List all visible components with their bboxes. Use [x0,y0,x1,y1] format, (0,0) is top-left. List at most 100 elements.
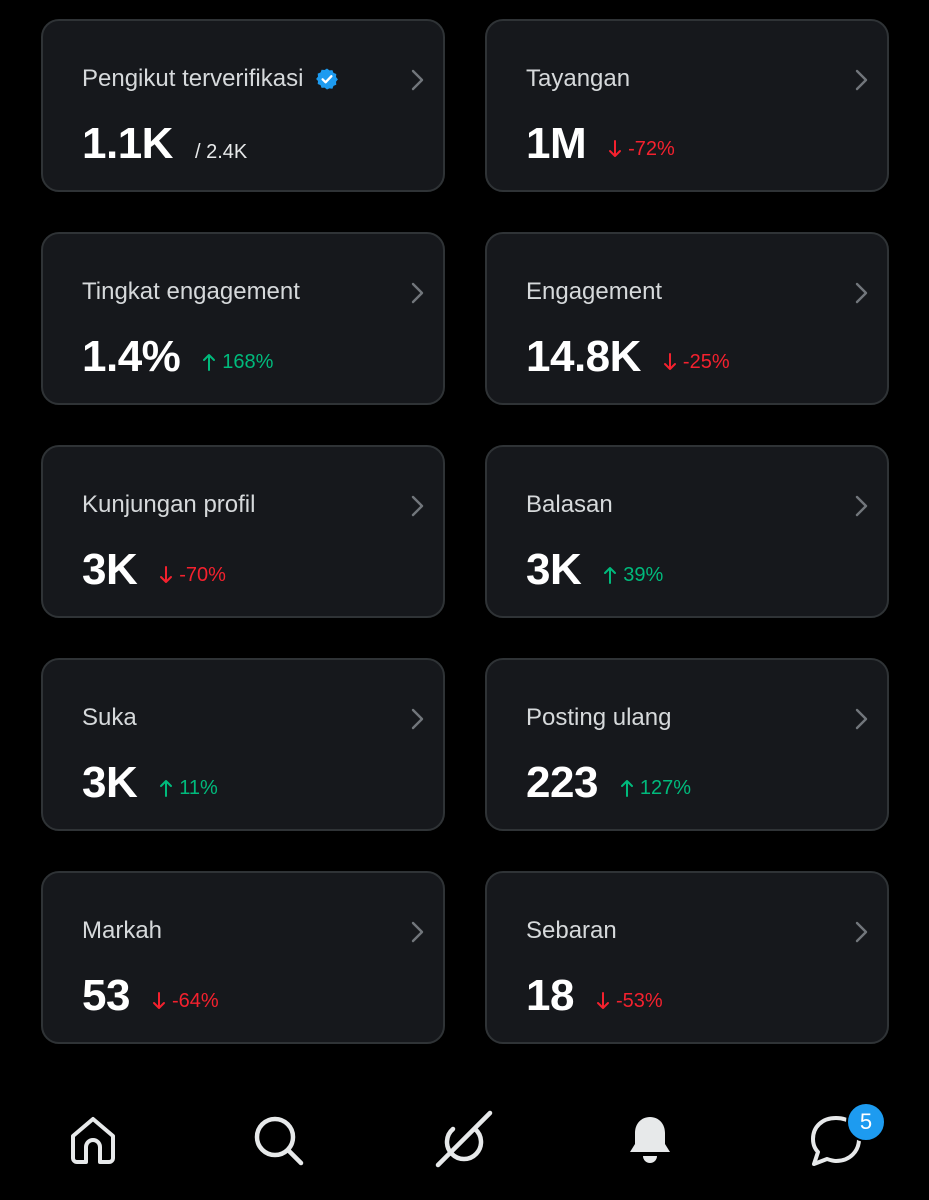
card-label-text: Tayangan [526,65,631,92]
card-label-text: Tingkat engagement [82,278,300,305]
card-change: 39% [603,564,663,587]
card-value: 18 [526,971,574,1020]
chevron-right-icon [411,282,424,304]
card-label-text: Engagement [526,278,663,305]
card-value: 14.8K [526,332,641,381]
card-shares[interactable]: Sebaran 18 -53% [485,871,889,1044]
card-label: Tingkat engagement [82,278,300,306]
card-impressions[interactable]: Tayangan 1M -72% [485,19,889,192]
card-value-row: 1.1K / 2.4K [82,119,247,169]
card-bookmarks[interactable]: Markah 53 -64% [41,871,445,1044]
card-engagement[interactable]: Engagement 14.8K -25% [485,232,889,405]
nav-home[interactable] [63,1110,123,1170]
card-change: -70% [159,564,226,587]
verified-badge-icon [316,68,339,90]
arrow-down-icon [663,353,676,370]
card-change-text: -70% [179,563,226,586]
bottom-nav [0,1080,929,1200]
arrow-down-icon [596,992,609,1009]
nav-search[interactable] [248,1110,308,1170]
card-change-text: 127% [639,776,692,799]
card-value-row: 3K 11% [82,758,218,808]
card-value-row: 223 127% [526,758,691,808]
card-change: -25% [663,351,730,374]
card-value: 53 [82,971,130,1020]
arrow-down-icon [609,140,622,157]
card-value: 3K [82,545,138,594]
arrow-up-icon [604,567,617,584]
arrow-down-icon [152,992,165,1009]
card-value: 1M [526,119,587,168]
card-profile-visits[interactable]: Kunjungan profil 3K -70% [41,445,445,618]
chevron-right-icon [411,708,424,730]
card-label: Kunjungan profil [82,491,255,519]
card-reposts[interactable]: Posting ulang 223 127% [485,658,889,831]
arrow-up-icon [160,780,173,797]
card-value: 3K [526,545,582,594]
nav-notifications[interactable] [620,1110,680,1170]
card-value: 1.4% [82,332,181,381]
card-label-text: Suka [82,704,137,731]
messages-badge: 5 [846,1102,886,1142]
card-change-text: -25% [682,350,730,373]
card-label: Suka [82,704,137,732]
chevron-right-icon [855,495,868,517]
card-change: -53% [596,990,663,1013]
card-change-text: -72% [628,137,675,160]
card-value-row: 1M -72% [526,119,675,169]
card-label: Posting ulang [526,704,671,732]
arrow-down-icon [160,566,173,583]
card-value: 1.1K [82,119,173,168]
home-icon [71,1117,115,1164]
card-change: 168% [202,351,273,374]
chevron-right-icon [855,708,868,730]
card-change-text: 11% [179,776,218,799]
grok-icon [435,1110,493,1168]
card-change-text: 39% [623,563,664,586]
card-change: 127% [620,777,691,800]
card-replies[interactable]: Balasan 3K 39% [485,445,889,618]
card-value-row: 1.4% 168% [82,332,273,382]
card-engagement-rate[interactable]: Tingkat engagement 1.4% 168% [41,232,445,405]
metrics-grid: Pengikut terverifikasi 1.1K / 2.4K Tayan… [41,19,889,1044]
card-value-row: 3K 39% [526,545,663,595]
card-change: -72% [608,138,675,161]
card-change-text: 168% [222,350,274,373]
card-value: 3K [82,758,138,807]
card-verified-followers[interactable]: Pengikut terverifikasi 1.1K / 2.4K [41,19,445,192]
chevron-right-icon [411,921,424,943]
card-label: Tayangan [526,65,630,93]
card-label: Pengikut terverifikasi [82,65,339,93]
chevron-right-icon [855,69,868,91]
notifications-icon [630,1117,670,1163]
arrow-up-icon [620,780,633,797]
chevron-right-icon [411,69,424,91]
card-label: Balasan [526,491,613,519]
card-label-text: Balasan [526,491,613,518]
card-label: Sebaran [526,917,617,945]
card-value-row: 14.8K -25% [526,332,730,382]
search-icon [254,1116,304,1166]
card-total: / 2.4K [194,141,248,163]
chevron-right-icon [855,921,868,943]
card-change-text: -64% [171,989,219,1012]
nav-grok[interactable] [434,1110,494,1170]
card-change: 11% [159,777,218,800]
card-value-row: 3K -70% [82,545,226,595]
chevron-right-icon [855,282,868,304]
card-label-text: Pengikut terverifikasi [82,65,304,92]
card-label-text: Markah [82,917,163,944]
card-change-text: -53% [615,989,663,1012]
arrow-up-icon [203,354,216,371]
card-label-text: Sebaran [526,917,617,944]
card-likes[interactable]: Suka 3K 11% [41,658,445,831]
chevron-right-icon [411,495,424,517]
card-change: -64% [152,990,219,1013]
card-label: Engagement [526,278,662,306]
card-value: 223 [526,758,598,807]
card-label: Markah [82,917,162,945]
card-label-text: Kunjungan profil [82,491,256,518]
card-label-text: Posting ulang [526,704,672,731]
card-value-row: 53 -64% [82,971,219,1021]
card-value-row: 18 -53% [526,971,663,1021]
